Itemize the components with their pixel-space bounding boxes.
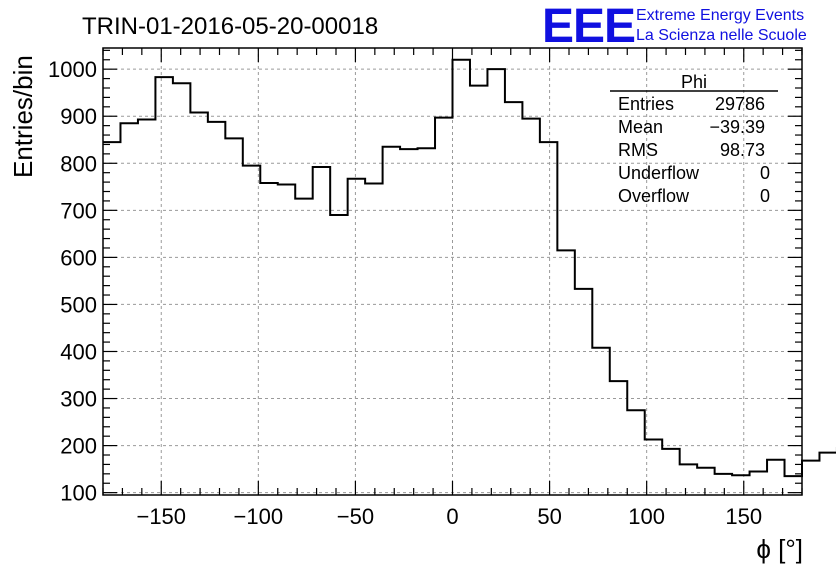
y-tick-label: 900 (60, 104, 97, 129)
stats-value-mean: −39.39 (709, 117, 765, 137)
y-tick-label: 500 (60, 292, 97, 317)
y-tick-label: 700 (60, 198, 97, 223)
x-tick-label: 100 (628, 504, 665, 529)
x-tick-labels: −150 −100 −50 0 50 100 150 (136, 504, 762, 529)
eee-logo: EEE (542, 0, 635, 53)
x-tick-label: −50 (337, 504, 374, 529)
x-tick-label: 50 (537, 504, 561, 529)
stats-value-entries: 29786 (715, 94, 765, 114)
y-tick-label: 400 (60, 339, 97, 364)
stats-label-mean: Mean (618, 117, 663, 137)
y-tick-label: 800 (60, 151, 97, 176)
y-tick-label: 600 (60, 245, 97, 270)
stats-label-entries: Entries (618, 94, 674, 114)
histogram-series-line (103, 58, 836, 478)
y-tick-labels: 100 200 300 400 500 600 700 800 900 1000 (48, 57, 97, 505)
chart-title: TRIN-01-2016-05-20-00018 (82, 13, 378, 40)
x-tick-label: −100 (234, 504, 284, 529)
stats-label-underflow: Underflow (618, 163, 700, 183)
stats-value-overflow: 0 (760, 186, 770, 206)
y-tick-label: 1000 (48, 57, 97, 82)
x-tick-label: 0 (446, 504, 458, 529)
x-tick-label: −150 (136, 504, 186, 529)
axis-ticks (102, 48, 803, 495)
stats-value-rms: 98.73 (720, 140, 765, 160)
y-tick-label: 100 (60, 481, 97, 506)
stats-label-overflow: Overflow (618, 186, 690, 206)
y-tick-label: 200 (60, 434, 97, 459)
y-axis-title: Entries/bin (8, 55, 38, 178)
stats-title: Phi (681, 72, 707, 92)
x-tick-label: 150 (725, 504, 762, 529)
stats-label-rms: RMS (618, 140, 658, 160)
y-tick-label: 300 (60, 387, 97, 412)
stats-value-underflow: 0 (760, 163, 770, 183)
logo-subtitle-line1: Extreme Energy Events (636, 7, 804, 24)
stats-box: Phi Entries 29786 Mean −39.39 RMS 98.73 … (610, 72, 778, 206)
logo-subtitle-line2: La Scienza nelle Scuole (636, 27, 807, 44)
x-axis-title: ϕ [°] (756, 534, 803, 564)
